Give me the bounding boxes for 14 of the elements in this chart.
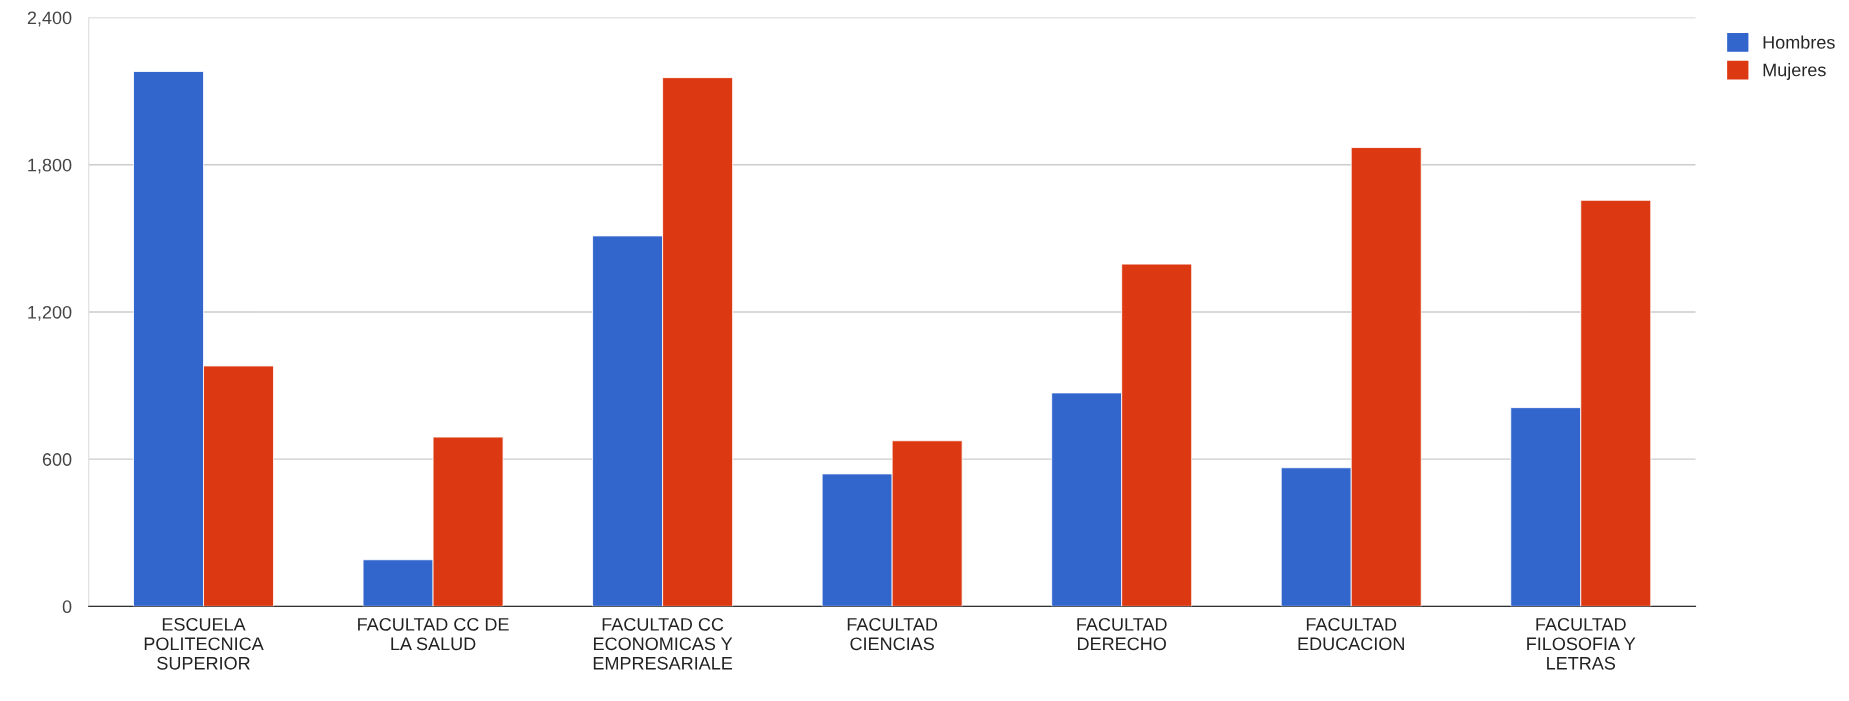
legend-label: Mujeres: [1763, 63, 1826, 80]
x-tick-label: FACULTAD CC DE LA SALUD: [358, 617, 509, 651]
legend-label: Hombres: [1763, 35, 1835, 49]
x-tick-label: FACULTAD DERECHO: [1077, 617, 1167, 651]
y-tick-label: 2,400: [27, 11, 72, 27]
y-tick-label: 0: [62, 600, 72, 614]
y-tick-label: 600: [42, 453, 72, 466]
y-tick-label: 1,200: [28, 305, 72, 321]
x-tick-label: FACULTAD EDUCACION: [1298, 617, 1404, 651]
y-tick-label: 1,800: [28, 158, 72, 174]
x-tick-label: FACULTAD CC ECONOMICAS Y EMPRESARIALE: [593, 617, 733, 670]
x-tick-label: FACULTAD FILOSOFIA Y LETRAS: [1527, 617, 1636, 670]
x-tick-label: ESCUELA POLITECNICA SUPERIOR: [144, 617, 264, 670]
x-tick-label: FACULTAD CIENCIAS: [847, 617, 938, 651]
